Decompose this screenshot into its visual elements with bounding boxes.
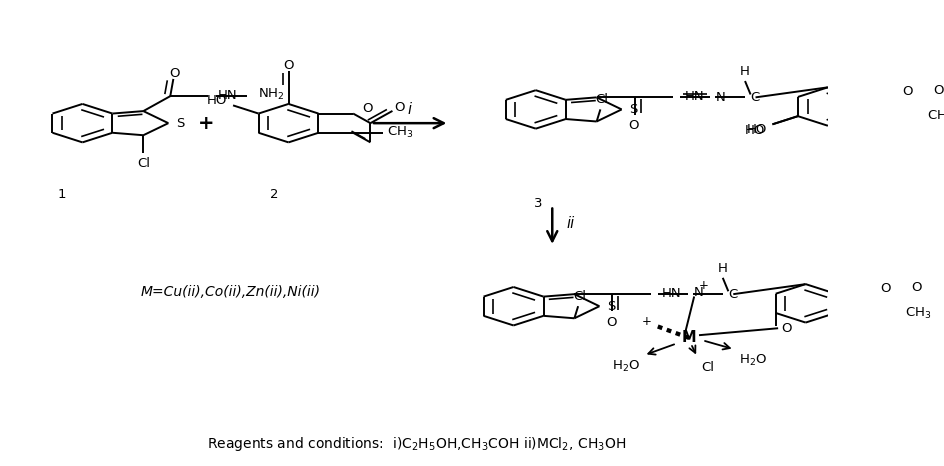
Text: HN: HN — [218, 89, 238, 102]
Text: O: O — [283, 59, 294, 72]
Text: i: i — [407, 102, 412, 117]
Text: O: O — [606, 316, 616, 329]
Text: C: C — [728, 288, 737, 301]
Text: O: O — [879, 282, 889, 295]
Text: O: O — [169, 67, 179, 80]
Text: CH$_3$: CH$_3$ — [387, 125, 413, 140]
Text: H$_2$O: H$_2$O — [611, 359, 639, 374]
Text: O: O — [362, 102, 373, 115]
Text: HO: HO — [207, 94, 228, 107]
Text: M: M — [681, 330, 696, 345]
Text: O: O — [781, 322, 791, 335]
Text: H: H — [739, 65, 750, 78]
Text: O: O — [394, 101, 404, 114]
Text: HN: HN — [683, 90, 703, 103]
Text: Reagents and conditions:  i)C$_2$H$_5$OH,CH$_3$COH ii)MCl$_2$, CH$_3$OH: Reagents and conditions: i)C$_2$H$_5$OH,… — [207, 435, 625, 452]
Text: H$_2$O: H$_2$O — [738, 353, 766, 368]
Text: N: N — [693, 286, 702, 299]
Text: 2: 2 — [270, 188, 278, 200]
Text: +: + — [698, 280, 707, 293]
Text: ii: ii — [565, 216, 574, 231]
Text: Cl: Cl — [700, 361, 714, 374]
Text: CH$_3$: CH$_3$ — [903, 305, 930, 321]
Text: Cl: Cl — [595, 93, 608, 106]
Text: Cl: Cl — [573, 289, 585, 302]
Text: HO: HO — [746, 123, 767, 136]
Text: S: S — [176, 116, 184, 130]
Text: HO: HO — [744, 123, 764, 137]
Text: 1: 1 — [58, 188, 66, 200]
Text: HN: HN — [662, 287, 681, 300]
Text: O: O — [910, 281, 920, 294]
Text: M=Cu(ii),Co(ii),Zn(ii),Ni(ii): M=Cu(ii),Co(ii),Zn(ii),Ni(ii) — [141, 286, 320, 300]
Text: CH$_3$: CH$_3$ — [926, 109, 944, 123]
Text: H: H — [717, 261, 727, 274]
Text: NH$_2$: NH$_2$ — [258, 87, 284, 102]
Text: +: + — [197, 114, 214, 133]
Text: +: + — [642, 315, 651, 329]
Text: O: O — [902, 85, 912, 98]
Text: O: O — [628, 119, 638, 132]
Text: Cl: Cl — [137, 157, 150, 170]
Text: S: S — [629, 103, 636, 116]
Text: S: S — [606, 300, 615, 313]
Text: 3: 3 — [533, 197, 542, 210]
Text: C: C — [750, 91, 759, 104]
Text: O: O — [933, 84, 943, 97]
Text: N: N — [715, 91, 725, 104]
